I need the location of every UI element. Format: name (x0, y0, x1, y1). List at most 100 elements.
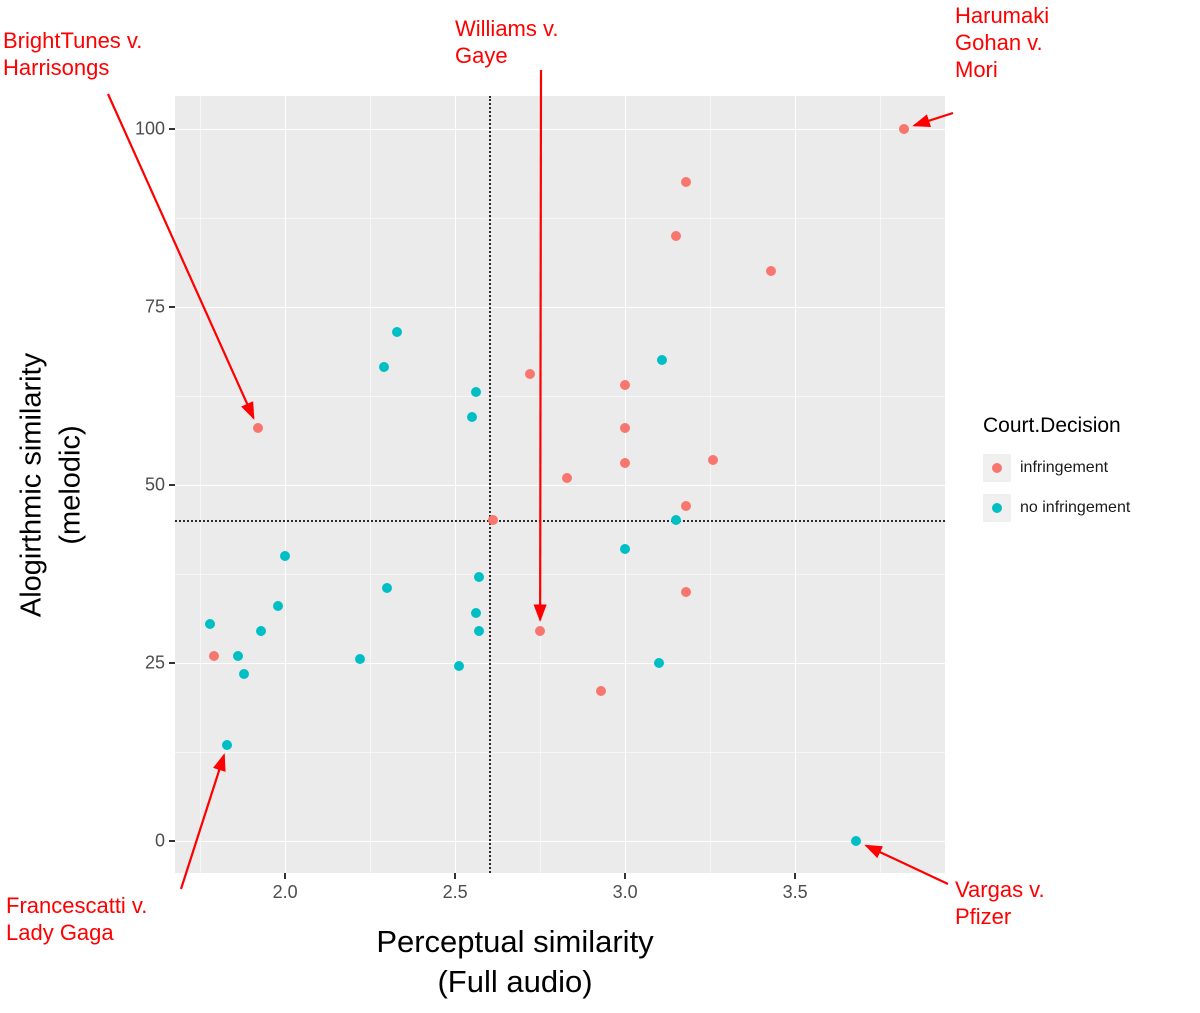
y-tick-label: 100 (134, 118, 165, 139)
annotation-text-line: BrightTunes v. (3, 28, 143, 53)
annotation-text-line: Gaye (455, 42, 508, 68)
y-tick-label: 75 (144, 296, 165, 317)
legend: Court.Decision infringement no infringem… (983, 414, 1130, 534)
data-point-infringement (487, 515, 498, 526)
annotation-text-line: Williams v. (455, 16, 559, 41)
data-point-infringement (596, 686, 607, 697)
annotation-text-line: Harumaki (955, 3, 1050, 28)
data-point-no-infringement (470, 387, 481, 398)
y-tick-label: 25 (144, 652, 165, 673)
x-tick-label: 2.0 (272, 882, 298, 902)
minor-gridline (880, 96, 881, 873)
data-point-no-infringement (453, 661, 464, 672)
data-point-no-infringement (354, 654, 365, 665)
annotation-label: BrightTunes v. Harrisongs (3, 28, 142, 82)
no-infringement-dot-icon (992, 503, 1002, 513)
annotation-label: Vargas v. Pfizer (955, 877, 1045, 931)
x-axis-title-line2: (Full audio) (437, 964, 593, 1000)
legend-key (983, 454, 1011, 482)
annotation-text-line: Gohan v. (955, 29, 1043, 55)
annotation-text-line: Pfizer (955, 903, 1012, 929)
annotation-text-line: Lady Gaga (6, 919, 114, 945)
data-point-no-infringement (467, 412, 478, 423)
annotation-label: Williams v. Gaye (455, 16, 558, 70)
y-tick-mark (169, 306, 175, 308)
annotation-text-line: Harrisongs (3, 54, 110, 80)
data-point-infringement (708, 454, 719, 465)
data-point-no-infringement (671, 515, 682, 526)
legend-key (983, 494, 1011, 522)
data-point-infringement (898, 123, 909, 134)
data-point-no-infringement (620, 543, 631, 554)
x-axis-title-line1: Perceptual similarity (376, 924, 654, 959)
data-point-infringement (535, 625, 546, 636)
legend-item-no-infringement: no infringement (983, 494, 1130, 522)
data-point-no-infringement (654, 657, 665, 668)
y-tick-mark (169, 662, 175, 664)
data-point-infringement (681, 501, 692, 512)
data-point-infringement (766, 266, 777, 277)
data-point-infringement (208, 650, 219, 661)
annotation-text-line: Mori (955, 56, 998, 82)
data-point-no-infringement (473, 625, 484, 636)
data-point-no-infringement (239, 668, 250, 679)
x-tick-mark (284, 873, 286, 879)
minor-gridline (200, 96, 201, 873)
data-point-no-infringement (273, 600, 284, 611)
minor-gridline (175, 751, 945, 753)
legend-label-no-infringement: no infringement (1020, 499, 1131, 516)
infringement-dot-icon (992, 463, 1002, 473)
major-gridline (175, 306, 945, 309)
minor-gridline (175, 395, 945, 397)
y-tick-label: 0 (154, 830, 165, 851)
data-point-no-infringement (382, 583, 393, 594)
y-axis-title-line1: Alogirthmic similarity (15, 352, 48, 618)
data-point-no-infringement (222, 739, 233, 750)
major-gridline (175, 662, 945, 665)
y-tick-mark (169, 484, 175, 486)
y-axis-title: Alogirthmic similarity (melodic) (13, 97, 99, 874)
x-tick-mark (794, 873, 796, 879)
data-point-infringement (681, 177, 692, 188)
y-tick-mark (169, 128, 175, 130)
data-point-no-infringement (851, 835, 862, 846)
x-axis-title: Perceptual similarity (Full audio) (135, 922, 895, 1003)
data-point-no-infringement (392, 326, 403, 337)
data-point-no-infringement (470, 608, 481, 619)
minor-gridline (370, 96, 371, 873)
x-tick-mark (624, 873, 626, 879)
x-tick-label: 3.5 (782, 882, 808, 902)
y-tick-label: 50 (144, 474, 165, 495)
annotation-text-line: Vargas v. (955, 877, 1045, 902)
data-point-infringement (620, 458, 631, 469)
data-point-no-infringement (205, 618, 216, 629)
legend-item-infringement: infringement (983, 454, 1130, 482)
data-point-infringement (562, 472, 573, 483)
data-point-no-infringement (232, 650, 243, 661)
annotation-label: Harumaki Gohan v. Mori (955, 3, 1049, 83)
data-point-infringement (681, 586, 692, 597)
major-gridline (285, 96, 287, 873)
data-point-infringement (671, 230, 682, 241)
horizontal-threshold-line (175, 520, 945, 523)
annotation-text-line: Francescatti v. (6, 893, 148, 918)
data-point-no-infringement (473, 572, 484, 583)
data-point-infringement (524, 369, 535, 380)
vertical-threshold-line (489, 96, 492, 873)
y-axis-title-line2: (melodic) (54, 425, 87, 545)
legend-label-infringement: infringement (1020, 459, 1109, 476)
major-gridline (175, 128, 945, 131)
major-gridline (455, 96, 457, 873)
data-point-no-infringement (378, 362, 389, 373)
major-gridline (795, 96, 797, 873)
major-gridline (175, 840, 945, 843)
data-point-no-infringement (280, 551, 291, 562)
major-gridline (175, 484, 945, 487)
legend-title: Court.Decision (983, 414, 1121, 437)
data-point-no-infringement (657, 355, 668, 366)
data-point-infringement (620, 422, 631, 433)
x-tick-label: 2.5 (442, 882, 468, 902)
y-tick-mark (169, 840, 175, 842)
major-gridline (625, 96, 627, 873)
